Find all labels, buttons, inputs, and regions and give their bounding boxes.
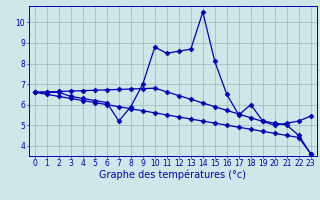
X-axis label: Graphe des températures (°c): Graphe des températures (°c) — [99, 170, 246, 180]
